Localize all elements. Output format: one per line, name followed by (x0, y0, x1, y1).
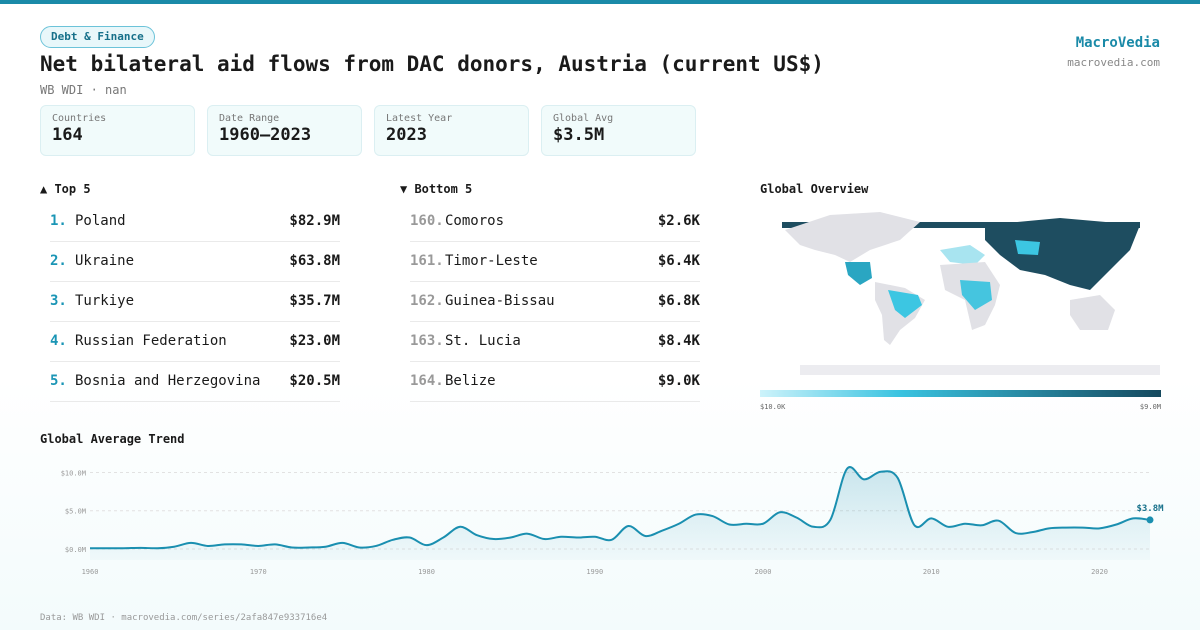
rank: 5. (50, 373, 67, 389)
country-name: Poland (75, 213, 126, 229)
list-row: 163. St. Lucia $8.4K (410, 321, 700, 362)
list-row: 160. Comoros $2.6K (410, 201, 700, 242)
list-row: 164. Belize $9.0K (410, 361, 700, 402)
country-value: $8.4K (657, 333, 700, 349)
country-value: $82.9M (289, 213, 340, 229)
map-heading: Global Overview (760, 182, 869, 196)
country-name: Ukraine (75, 253, 135, 269)
x-tick-label: 1970 (250, 568, 267, 576)
rank: 4. (50, 333, 67, 349)
list-row: 5. Bosnia and Herzegovina $20.5M (50, 361, 340, 402)
stat-value: 2023 (386, 125, 427, 145)
map-region (1015, 240, 1040, 255)
map-region (1070, 295, 1115, 330)
stat-label: Date Range (219, 113, 280, 124)
list-row: 161. Timor-Leste $6.4K (410, 241, 700, 282)
line-chart: $0.0M $5.0M $10.0M 1960 1970 1980 1990 2000 2010… (61, 466, 1164, 576)
list-row: 162. Guinea-Bissau $6.8K (410, 281, 700, 322)
country-name: Belize (445, 373, 496, 389)
country-name: Russian Federation (75, 333, 227, 349)
map-region (845, 262, 872, 285)
country-name: Bosnia and Herzegovina (75, 373, 261, 389)
stat-label: Global Avg (553, 113, 614, 124)
stat-card: Global Avg $3.5M (541, 105, 696, 156)
world-map (782, 212, 1160, 375)
brand: MacroVedia (1075, 35, 1160, 51)
map-region (888, 290, 922, 318)
country-name: Timor-Leste (445, 253, 538, 269)
country-name: St. Lucia (445, 333, 521, 349)
y-tick-label: $10.0M (61, 469, 86, 477)
x-tick-label: 2020 (1091, 568, 1108, 576)
x-tick-label: 2010 (923, 568, 940, 576)
subtitle: WB WDI · nan (40, 83, 127, 97)
map-region (800, 365, 1160, 375)
stat-value: 1960–2023 (219, 125, 312, 145)
stat-card: Latest Year 2023 (374, 105, 529, 156)
chart-title: Global Average Trend (40, 432, 185, 446)
line (90, 466, 1151, 550)
rank: 3. (50, 293, 67, 309)
stat-value: $3.5M (553, 125, 605, 145)
list-row: 2. Ukraine $63.8M (50, 241, 340, 282)
x-tick-label: 2000 (755, 568, 772, 576)
rank: 162. (410, 293, 444, 309)
country-name: Comoros (445, 213, 505, 229)
rank: 163. (410, 333, 444, 349)
x-tick-label: 1960 (82, 568, 99, 576)
y-tick-label: $0.0M (65, 546, 86, 554)
list-row: 3. Turkiye $35.7M (50, 281, 340, 322)
stat-label: Latest Year (386, 113, 453, 124)
country-value: $20.5M (289, 373, 340, 389)
rank: 2. (50, 253, 67, 269)
end-dot (1146, 516, 1154, 524)
map-region (785, 212, 920, 262)
site: macrovedia.com (1067, 56, 1160, 69)
top-heading: ▲ Top 5 (40, 182, 91, 196)
footer: Data: WB WDI · macrovedia.com/series/2af… (40, 613, 328, 623)
title: Net bilateral aid flows from DAC donors,… (40, 52, 824, 76)
country-value: $6.4K (657, 253, 700, 269)
y-tick-label: $5.0M (65, 508, 86, 516)
rank: 161. (410, 253, 444, 269)
country-value: $6.8K (657, 293, 700, 309)
category-badge: Debt & Finance (40, 26, 155, 48)
stat-card: Date Range 1960–2023 (207, 105, 362, 156)
area (90, 467, 1150, 560)
country-value: $9.0K (657, 373, 700, 389)
map-legend-bar (760, 390, 1161, 397)
rank: 160. (410, 213, 444, 229)
country-value: $35.7M (289, 293, 340, 309)
country-name: Turkiye (75, 293, 135, 309)
country-value: $23.0M (289, 333, 340, 349)
legend-min: $10.0K (760, 403, 786, 411)
stat-card: Countries 164 (40, 105, 195, 156)
x-tick-label: 1980 (418, 568, 435, 576)
list-row: 1. Poland $82.9M (50, 201, 340, 242)
x-tick-label: 1990 (586, 568, 603, 576)
legend-max: $9.0M (1140, 403, 1161, 411)
top-bar (0, 0, 1200, 4)
bottom-heading: ▼ Bottom 5 (400, 182, 473, 196)
country-name: Guinea-Bissau (445, 293, 555, 309)
map-region (940, 245, 985, 265)
country-value: $2.6K (657, 213, 700, 229)
list-row: 4. Russian Federation $23.0M (50, 321, 340, 362)
end-label: $3.8M (1136, 504, 1164, 514)
stat-value: 164 (52, 125, 83, 145)
country-value: $63.8M (289, 253, 340, 269)
rank: 1. (50, 213, 67, 229)
map-region (985, 218, 1140, 290)
stat-label: Countries (52, 113, 107, 124)
rank: 164. (410, 373, 444, 389)
map-region (960, 280, 992, 310)
